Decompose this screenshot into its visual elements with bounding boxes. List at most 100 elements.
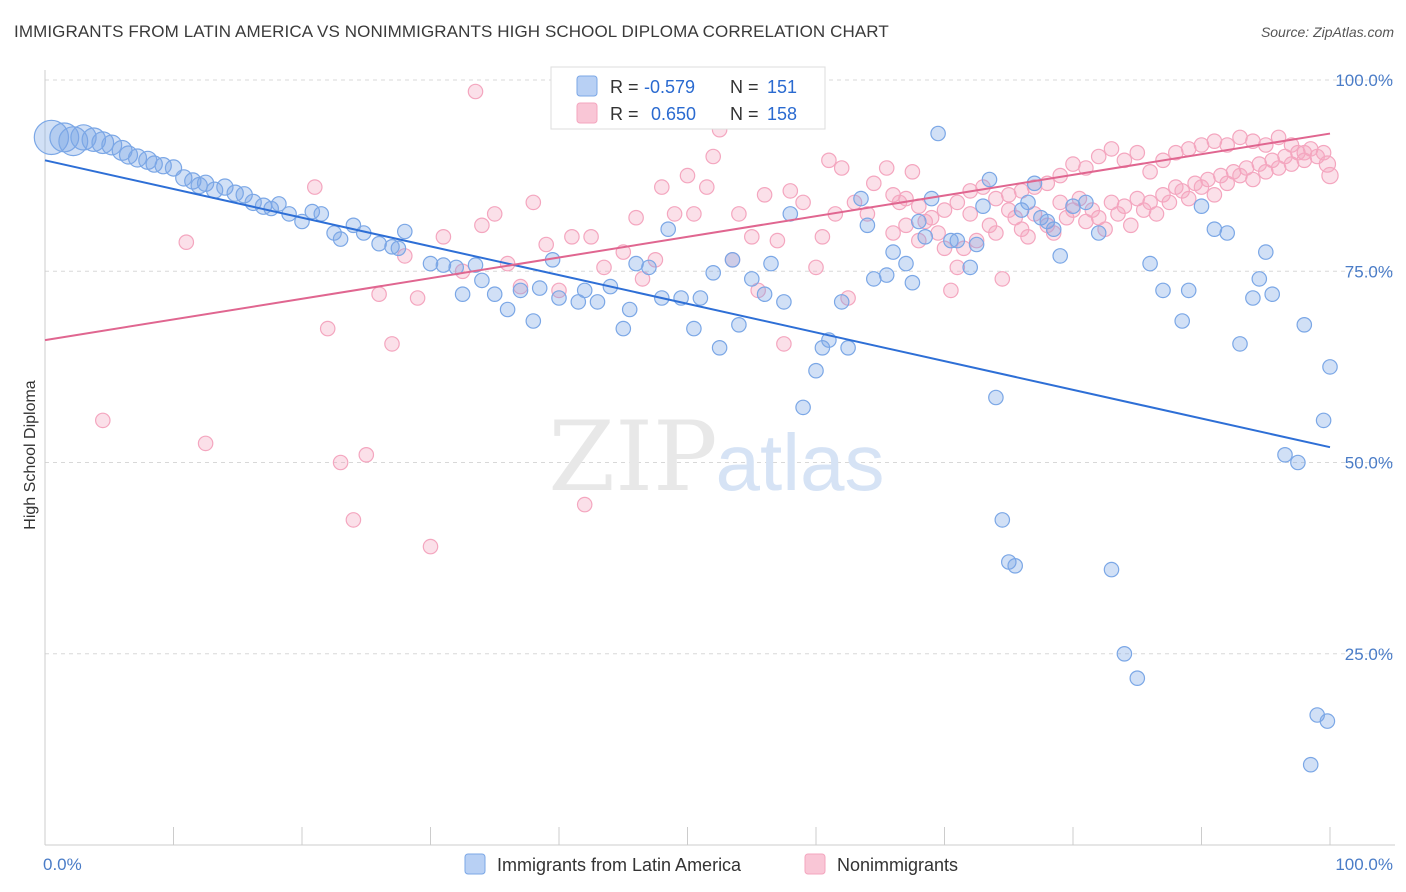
point-nonimmigrants-33 <box>666 206 683 222</box>
point-immigrants-107 <box>1065 198 1081 214</box>
point-immigrants-58 <box>641 259 657 276</box>
source-label: Source: ZipAtlas.com <box>1260 24 1394 40</box>
point-nonimmigrants-64 <box>930 225 946 241</box>
stats-legend: R = -0.579 N = 151 R = 0.650 N = 158 <box>550 66 826 130</box>
legend-swatch-immigrants <box>464 853 486 875</box>
point-immigrants-101 <box>1020 194 1036 211</box>
stats-legend-n-label-pink: N = <box>730 104 759 124</box>
point-immigrants-95 <box>981 171 998 188</box>
point-nonimmigrants-154 <box>923 209 940 226</box>
point-immigrants-36 <box>396 223 413 240</box>
point-immigrants-106 <box>1052 248 1068 264</box>
point-immigrants-89 <box>930 125 946 142</box>
point-immigrants-73 <box>795 399 811 416</box>
point-nonimmigrants-43 <box>756 187 773 203</box>
point-immigrants-114 <box>1155 282 1171 299</box>
point-immigrants-113 <box>1142 255 1158 272</box>
point-nonimmigrants-46 <box>782 183 799 199</box>
point-nonimmigrants-61 <box>904 164 921 180</box>
point-nonimmigrants-52 <box>833 160 850 176</box>
point-immigrants-102 <box>1026 175 1043 192</box>
point-nonimmigrants-91 <box>1116 198 1133 214</box>
series-immigrants-latin-america <box>33 119 1338 773</box>
point-nonimmigrants-130 <box>1206 133 1223 149</box>
stats-legend-r-value-pink: 0.650 <box>651 104 696 124</box>
point-nonimmigrants-24 <box>576 496 593 513</box>
stats-legend-n-value-pink: 158 <box>767 104 797 124</box>
point-nonimmigrants-60 <box>898 217 914 234</box>
point-immigrants-128 <box>1302 756 1319 773</box>
point-immigrants-96 <box>988 389 1004 406</box>
point-immigrants-56 <box>621 301 638 318</box>
stats-legend-r-value-blue: -0.579 <box>644 77 695 97</box>
point-nonimmigrants-70 <box>968 232 985 249</box>
watermark: ZIP atlas <box>548 401 884 513</box>
point-immigrants-82 <box>878 267 895 283</box>
point-immigrants-67 <box>731 316 747 333</box>
point-immigrants-79 <box>853 190 869 207</box>
point-immigrants-42 <box>454 286 471 302</box>
point-immigrants-4 <box>81 127 107 152</box>
point-nonimmigrants-73 <box>994 271 1011 287</box>
point-immigrants-97 <box>994 512 1011 528</box>
x-tick-label-right: 100.0% <box>1335 855 1393 874</box>
point-nonimmigrants-36 <box>698 179 715 195</box>
point-nonimmigrants-148 <box>1000 187 1017 203</box>
point-immigrants-131 <box>1322 359 1338 375</box>
point-nonimmigrants-32 <box>653 179 670 195</box>
point-nonimmigrants-25 <box>583 229 599 245</box>
point-nonimmigrants-153 <box>936 202 953 218</box>
point-immigrants-35 <box>384 239 400 255</box>
x-tick-label-left: 0.0% <box>43 855 82 874</box>
point-immigrants-108 <box>1078 194 1094 211</box>
point-immigrants-85 <box>904 274 921 291</box>
point-immigrants-12 <box>154 156 172 175</box>
point-nonimmigrants-8 <box>371 286 387 302</box>
tick-labels: 100.0% 75.0% 50.0% 25.0% 0.0% 100.0% <box>43 71 1393 874</box>
point-nonimmigrants-41 <box>743 229 760 245</box>
point-nonimmigrants-20 <box>525 194 542 211</box>
point-immigrants-57 <box>628 255 644 272</box>
point-nonimmigrants-12 <box>422 538 439 555</box>
point-nonimmigrants-125 <box>1142 164 1158 180</box>
point-immigrants-48 <box>531 280 548 296</box>
axes <box>44 70 1395 846</box>
point-immigrants-68 <box>743 271 760 287</box>
point-nonimmigrants-132 <box>1232 129 1248 146</box>
point-immigrants-70 <box>763 255 779 272</box>
point-nonimmigrants-104 <box>1200 171 1216 188</box>
point-immigrants-127 <box>1296 316 1313 333</box>
point-immigrants-105 <box>1045 221 1062 237</box>
point-immigrants-53 <box>589 294 606 310</box>
gridlines <box>45 79 1395 655</box>
point-nonimmigrants-124 <box>1318 155 1337 173</box>
point-immigrants-81 <box>865 271 882 287</box>
point-nonimmigrants-129 <box>1193 137 1210 153</box>
point-immigrants-91 <box>949 232 966 249</box>
point-nonimmigrants-4 <box>319 320 336 337</box>
point-immigrants-45 <box>499 301 516 318</box>
point-immigrants-90 <box>943 232 959 249</box>
stats-legend-n-value-blue: 151 <box>767 77 797 97</box>
point-immigrants-62 <box>686 320 702 337</box>
point-immigrants-77 <box>833 294 850 310</box>
point-nonimmigrants-6 <box>345 512 362 528</box>
point-nonimmigrants-5 <box>332 454 349 471</box>
point-nonimmigrants-11 <box>409 290 426 306</box>
point-immigrants-64 <box>705 264 721 281</box>
point-nonimmigrants-23 <box>564 229 580 245</box>
point-nonimmigrants-35 <box>686 206 702 222</box>
stats-legend-n-label-blue: N = <box>730 77 759 97</box>
stats-legend-r-label-pink: R = <box>610 104 639 124</box>
point-nonimmigrants-57 <box>878 160 895 176</box>
point-immigrants-110 <box>1103 561 1120 578</box>
point-nonimmigrants-141 <box>1090 148 1107 165</box>
point-nonimmigrants-0 <box>95 412 111 429</box>
point-nonimmigrants-143 <box>1065 156 1081 172</box>
point-immigrants-46 <box>512 282 529 299</box>
point-nonimmigrants-34 <box>679 167 696 184</box>
point-immigrants-5 <box>91 131 115 155</box>
trend-lines <box>44 132 1331 449</box>
point-immigrants-84 <box>898 255 914 272</box>
point-nonimmigrants-40 <box>731 206 747 222</box>
